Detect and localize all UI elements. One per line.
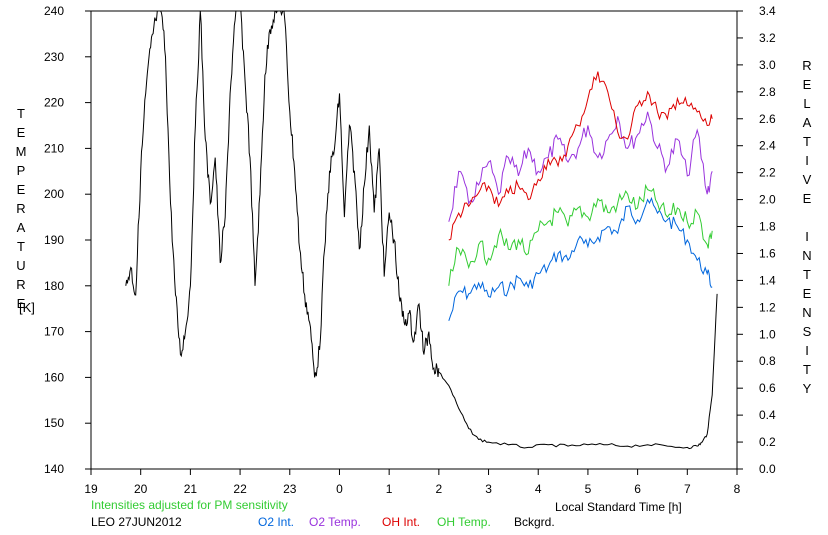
right-tick-label: 2.6 <box>759 112 776 126</box>
left-tick-label: 240 <box>44 4 64 18</box>
x-tick-label: 0 <box>336 482 343 496</box>
left-tick-label: 230 <box>44 50 64 64</box>
x-tick-label: 23 <box>283 482 297 496</box>
x-tick-label: 6 <box>634 482 641 496</box>
right-tick-label: 3.4 <box>759 4 776 18</box>
x-tick-label: 1 <box>386 482 393 496</box>
left-axis-ticks: 140 150 160 170 180 190 200 210 220 230 240 <box>44 4 91 476</box>
left-tick-label: 140 <box>44 462 64 476</box>
series-layer <box>125 10 718 450</box>
right-tick-label: 1.4 <box>759 273 776 287</box>
x-axis-title: Local Standard Time [h] <box>555 500 682 514</box>
series-line-o2-int <box>448 196 713 321</box>
x-axis-ticks: 19 20 21 22 23 0 1 2 3 4 5 6 7 8 <box>84 469 741 496</box>
x-tick-label: 21 <box>184 482 198 496</box>
legend-entry: Bckgrd. <box>514 515 555 529</box>
series-line-oh-temp <box>448 183 713 286</box>
left-tick-label: 170 <box>44 325 64 339</box>
right-tick-label: 1.8 <box>759 220 776 234</box>
right-tick-label: 1.6 <box>759 246 776 260</box>
right-tick-label: 2.0 <box>759 193 776 207</box>
x-tick-label: 2 <box>436 482 443 496</box>
right-tick-label: 0.4 <box>759 408 776 422</box>
left-axis-unit: [K] <box>19 300 35 315</box>
right-tick-label: 0.2 <box>759 435 776 449</box>
left-tick-label: 220 <box>44 96 64 110</box>
series-line-oh-int <box>448 71 713 241</box>
series-line-temperature <box>125 10 440 378</box>
right-tick-label: 2.2 <box>759 166 776 180</box>
right-tick-label: 2.8 <box>759 85 776 99</box>
left-tick-label: 160 <box>44 370 64 384</box>
right-tick-label: 0.8 <box>759 354 776 368</box>
station-date-label: LEO 27JUN2012 <box>91 515 182 529</box>
x-tick-label: 19 <box>84 482 98 496</box>
sensitivity-note: Intensities adjusted for PM sensitivity <box>91 498 288 512</box>
left-tick-label: 190 <box>44 233 64 247</box>
right-tick-label: 0.0 <box>759 462 776 476</box>
right-axis-ticks: 0.0 0.2 0.4 0.6 0.8 1.0 1.2 1.4 1.6 1.8 2.0 2.2 2.4 2… <box>737 4 776 476</box>
right-tick-label: 0.6 <box>759 381 776 395</box>
legend-entry: O2 Int. <box>258 515 294 529</box>
legend: O2 Int. O2 Temp. OH Int. OH Temp. Bckgrd. <box>258 515 555 529</box>
x-tick-label: 22 <box>233 482 247 496</box>
x-tick-label: 8 <box>734 482 741 496</box>
x-tick-label: 4 <box>535 482 542 496</box>
right-tick-label: 3.2 <box>759 31 776 45</box>
left-tick-label: 200 <box>44 187 64 201</box>
legend-entry: OH Int. <box>382 515 420 529</box>
right-tick-label: 3.0 <box>759 58 776 72</box>
x-tick-label: 20 <box>134 482 148 496</box>
left-tick-label: 180 <box>44 279 64 293</box>
x-tick-label: 3 <box>485 482 492 496</box>
right-tick-label: 2.4 <box>759 139 776 153</box>
right-tick-label: 1.2 <box>759 300 776 314</box>
plot-frame <box>90 10 738 470</box>
series-line-bckgrd <box>438 293 718 450</box>
left-tick-label: 210 <box>44 141 64 155</box>
x-tick-label: 7 <box>684 482 691 496</box>
left-tick-label: 150 <box>44 416 64 430</box>
x-tick-label: 5 <box>585 482 592 496</box>
series-line-o2-temp <box>448 111 713 222</box>
legend-entry: OH Temp. <box>437 515 491 529</box>
legend-entry: O2 Temp. <box>309 515 361 529</box>
right-tick-label: 1.0 <box>759 327 776 341</box>
